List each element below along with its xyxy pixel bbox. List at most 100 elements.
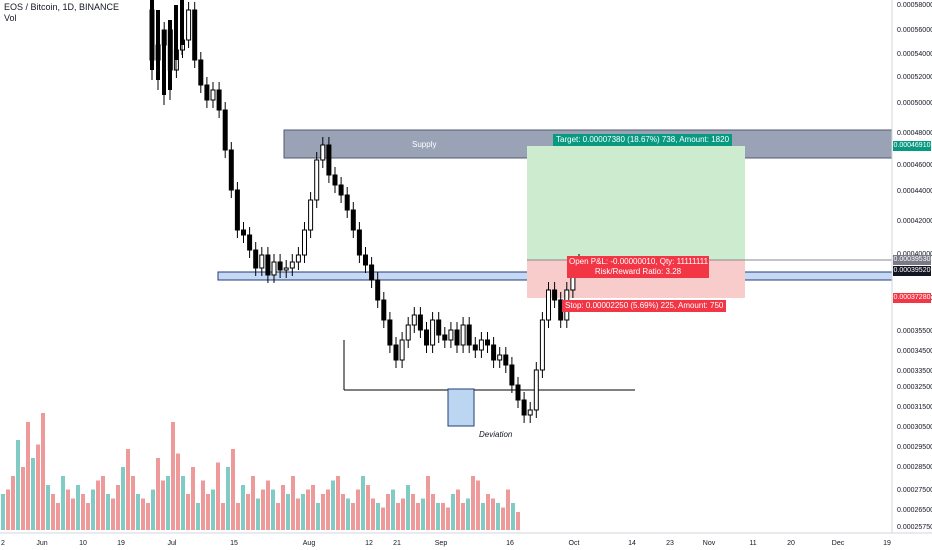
volume-bar: [131, 476, 135, 530]
price-tick-label: 0.00027500: [897, 487, 932, 494]
volume-bar: [16, 440, 20, 530]
candle-body: [460, 324, 466, 346]
volume-bar: [366, 485, 370, 530]
volume-bar: [91, 489, 95, 530]
candle-body: [295, 254, 301, 263]
price-tick-label: 0.00034500: [897, 348, 932, 355]
candle-body: [417, 314, 423, 331]
price-tick-label: 0.00028500: [897, 464, 932, 471]
candle-body: [546, 289, 551, 321]
candle-body: [448, 329, 454, 341]
volume-bar: [351, 503, 355, 530]
time-tick-label: Nov: [703, 540, 716, 547]
target-zone[interactable]: [527, 146, 745, 260]
deviation-box[interactable]: [447, 388, 475, 427]
volume-bar: [226, 467, 230, 530]
volume-bar: [336, 476, 340, 530]
volume-bar: [31, 458, 35, 530]
candle-body: [552, 289, 558, 301]
position-info-label: Open P&L: -0.00000010, Qty: 11111111 Ris…: [567, 256, 709, 278]
volume-bar: [116, 485, 120, 530]
volume-bar: [121, 467, 125, 530]
symbol-title[interactable]: EOS / Bitcoin, 1D, BINANCE: [4, 2, 120, 12]
volume-bar: [481, 503, 485, 530]
price-tick-label: 0.00054000: [897, 51, 932, 58]
volume-bar: [236, 503, 240, 530]
candle-body: [405, 324, 411, 341]
volume-bar: [151, 489, 155, 530]
time-tick-label: Oct: [569, 540, 580, 547]
volume-bar: [156, 458, 160, 530]
volume-bar: [46, 485, 50, 530]
time-axis[interactable]: 2 Jun 10 19 Jul 15 Aug 12 21 Sep 16 Oct 14 23 Nov 11 20 D…: [1, 540, 891, 547]
candle-body: [222, 109, 228, 151]
volume-bar: [496, 503, 500, 530]
volume-bar: [471, 476, 475, 530]
volume-bar: [176, 453, 180, 530]
risk-reward-text: Risk/Reward Ratio: 3.28: [594, 267, 682, 276]
volume-bar: [81, 494, 85, 530]
volume-bar: [466, 498, 470, 530]
volume-bar: [51, 494, 55, 530]
price-tick-label: 0.00033500: [897, 368, 932, 375]
candle-body: [326, 144, 332, 176]
volume-bar: [221, 503, 225, 530]
time-tick-label: 2: [1, 540, 5, 547]
volume-bar: [491, 498, 495, 530]
price-tick-label: 0.00046000: [897, 162, 932, 169]
volume-bar: [6, 489, 10, 530]
time-tick-label: Dec: [832, 540, 845, 547]
volume-bar: [451, 494, 455, 530]
target-label: Target: 0.00007380 (18.67%) 738, Amount:…: [553, 134, 733, 146]
volume-bar: [381, 507, 385, 530]
candle-body: [314, 159, 320, 201]
volume-bar: [106, 494, 110, 530]
time-tick-label: Sep: [435, 540, 448, 547]
volume-bar: [141, 498, 145, 530]
candle-body: [533, 369, 539, 411]
candle-body: [320, 144, 326, 161]
candle-body: [210, 89, 216, 101]
candle-body: [216, 89, 222, 111]
candle-body: [369, 264, 375, 281]
candle-body: [363, 254, 368, 266]
volume-bar: [251, 476, 255, 530]
candle-body: [424, 329, 429, 346]
volume-legend: Vol: [4, 13, 17, 23]
volume-bar: [196, 503, 200, 530]
price-axis[interactable]: 0.00058000 0.00056000 0.00054000 0.00052000…: [897, 2, 932, 531]
volume-bar: [401, 498, 405, 530]
volume-bar: [476, 480, 480, 530]
price-tick-label: 0.00048000: [897, 130, 932, 137]
volume-bar: [136, 494, 140, 530]
volume-bar: [506, 489, 510, 530]
time-tick-label: 23: [666, 540, 674, 547]
time-tick-label: 20: [787, 540, 795, 547]
volume-bar: [331, 480, 335, 530]
candle-body: [198, 59, 204, 86]
volume-bar: [426, 476, 430, 530]
volume-bar: [456, 489, 460, 530]
volume-bar: [111, 498, 115, 530]
time-tick-label: 14: [628, 540, 636, 547]
volume-bar: [501, 507, 505, 530]
candle-body: [265, 254, 271, 276]
entry-price-tag: 0.00039520: [893, 266, 931, 276]
stop-label: Stop: 0.00002250 (5.69%) 225, Amount: 75…: [562, 300, 727, 312]
stop-price-tag: 0.00037280: [893, 293, 931, 303]
volume-bar: [76, 485, 80, 530]
price-tick-label: 0.00040000: [897, 251, 932, 258]
candle-body: [375, 279, 381, 301]
candle-body: [393, 344, 399, 361]
candle-body: [539, 319, 545, 371]
candle-body: [204, 84, 210, 101]
candle-body: [338, 184, 344, 196]
volume-bar: [206, 494, 210, 530]
time-tick-label: 15: [230, 540, 238, 547]
candle-body: [271, 261, 277, 276]
candle-body: [350, 209, 356, 231]
candle-body: [436, 319, 442, 336]
volume-bar: [56, 503, 60, 530]
candle-body: [430, 319, 436, 346]
